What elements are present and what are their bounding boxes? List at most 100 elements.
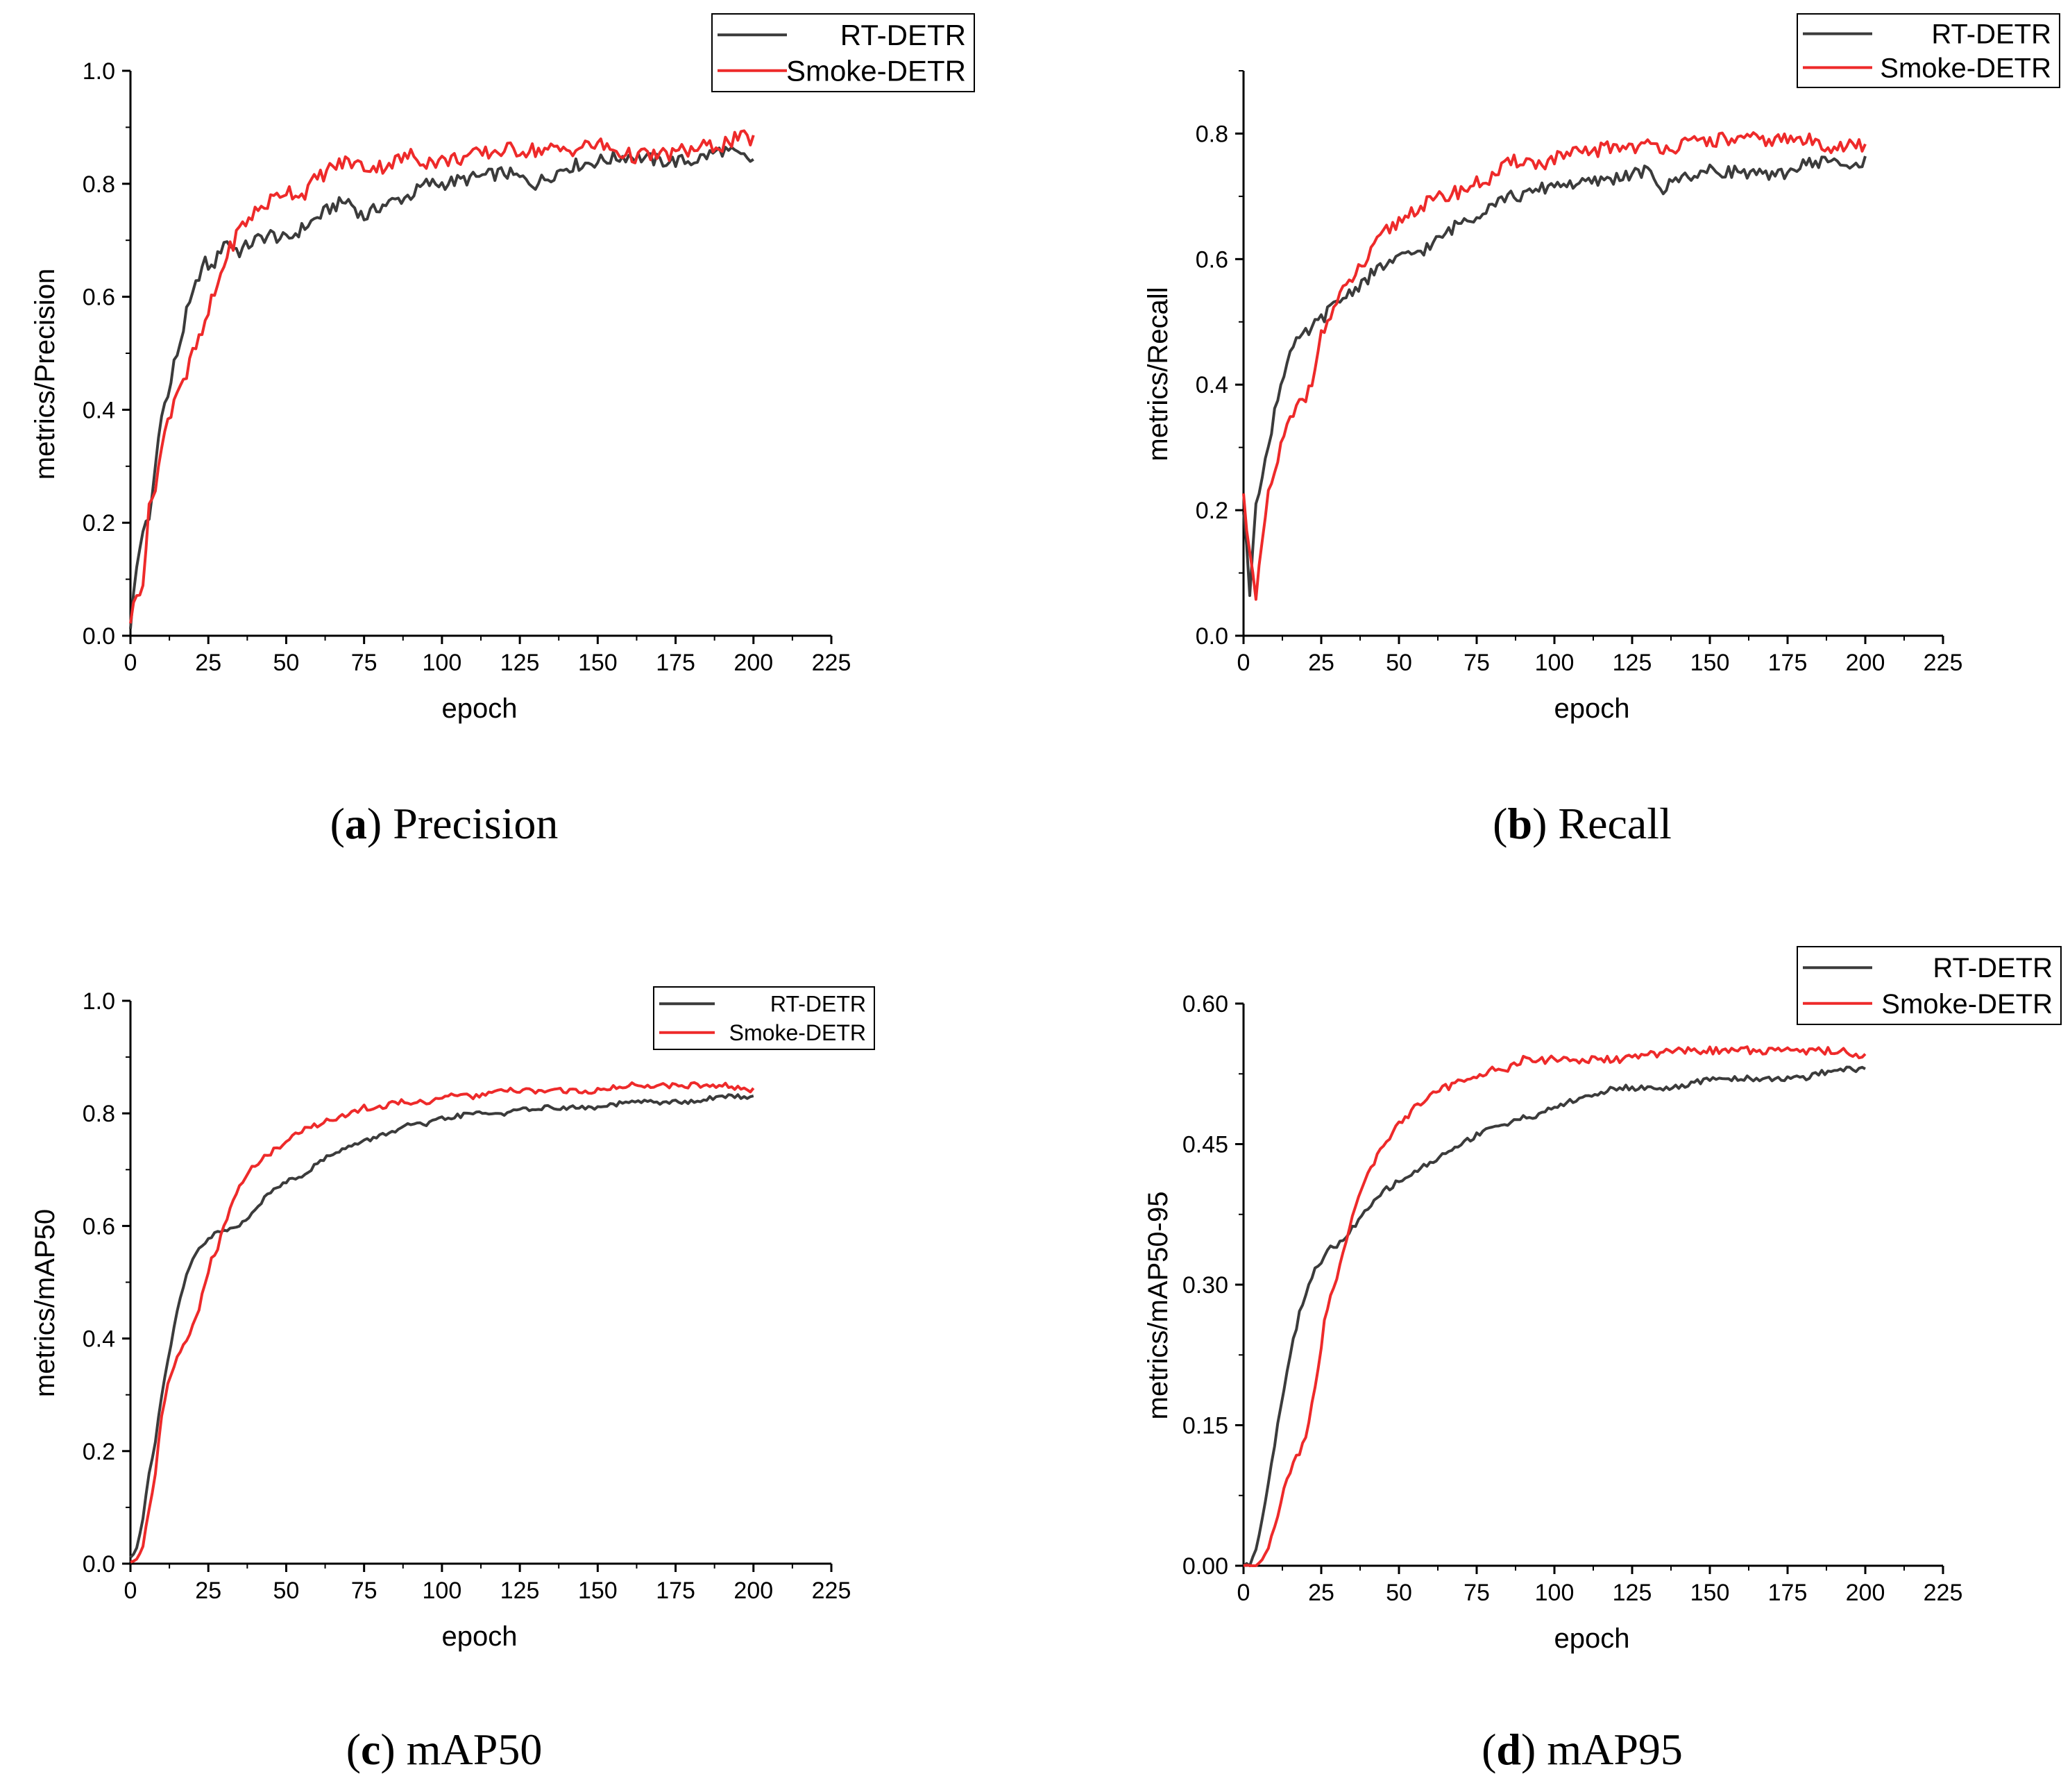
y-tick-label: 0.6 — [83, 285, 115, 311]
y-tick-label: 0.4 — [1196, 372, 1228, 398]
x-tick-label: 150 — [1690, 1580, 1730, 1606]
y-tick-label: 0.2 — [83, 510, 115, 536]
x-tick-label: 50 — [1386, 650, 1412, 676]
x-tick-label: 200 — [733, 650, 773, 676]
x-tick-label: 225 — [1924, 650, 1963, 676]
y-tick-label: 0.6 — [1196, 246, 1228, 273]
x-tick-label: 75 — [351, 650, 377, 676]
y-axis-label: metrics/mAP50-95 — [1143, 1192, 1173, 1420]
x-tick-label: 100 — [1535, 650, 1575, 676]
x-axis-label: epoch — [442, 1621, 518, 1652]
legend-label: RT-DETR — [840, 19, 966, 51]
x-tick-label: 50 — [273, 650, 300, 676]
x-tick-label: 125 — [500, 650, 540, 676]
series-line-smoke-detr — [130, 1081, 755, 1564]
legend: RT-DETR Smoke-DETR — [1797, 946, 2062, 1025]
x-tick-label: 0 — [124, 650, 137, 676]
x-tick-label: 175 — [656, 1578, 695, 1604]
y-tick-label: 0.15 — [1182, 1413, 1228, 1439]
y-tick-label: 1.0 — [83, 58, 115, 85]
y-tick-label: 0.00 — [1182, 1553, 1228, 1580]
x-tick-label: 0 — [1237, 650, 1250, 676]
x-tick-label: 75 — [1464, 650, 1490, 676]
legend-label: RT-DETR — [1931, 19, 2051, 50]
x-tick-label: 150 — [578, 650, 618, 676]
y-axis-label: metrics/Recall — [1143, 287, 1173, 461]
x-tick-label: 0 — [1237, 1580, 1250, 1606]
series-line-smoke-detr — [1242, 131, 1867, 601]
legend-label: RT-DETR — [1933, 953, 2053, 983]
y-tick-label: 0.4 — [83, 1326, 115, 1353]
y-tick-label: 0.4 — [83, 397, 115, 423]
x-tick-label: 50 — [273, 1578, 300, 1604]
x-tick-label: 225 — [812, 1578, 851, 1604]
x-tick-label: 50 — [1386, 1580, 1412, 1606]
series-line-smoke-detr — [129, 129, 755, 624]
y-tick-label: 0.8 — [1196, 121, 1228, 147]
series-line-smoke-detr — [1243, 1045, 1867, 1567]
x-axis-label: epoch — [1554, 693, 1630, 724]
x-tick-label: 100 — [423, 1578, 462, 1604]
legend-box — [653, 986, 875, 1050]
x-tick-label: 150 — [1690, 650, 1730, 676]
legend-label: RT-DETR — [770, 992, 866, 1017]
x-tick-label: 0 — [124, 1578, 137, 1604]
chart-panel-b: 0 25 50 75 100 125 150 175 200 225 0.0 0.2 0.4 0.6 0.8… — [1143, 13, 2060, 848]
legend-label: Smoke-DETR — [786, 54, 966, 87]
x-tick-label: 125 — [500, 1578, 540, 1604]
x-tick-label: 125 — [1613, 650, 1652, 676]
legend-box — [1797, 13, 2060, 88]
legend-label: Smoke-DETR — [729, 1020, 866, 1045]
y-tick-label: 0.8 — [83, 171, 115, 198]
y-tick-label: 0.60 — [1182, 991, 1228, 1017]
y-tick-label: 0.8 — [83, 1101, 115, 1127]
x-tick-label: 100 — [423, 650, 462, 676]
x-tick-label: 225 — [1924, 1580, 1963, 1606]
x-tick-label: 200 — [1846, 1580, 1885, 1606]
x-tick-label: 175 — [656, 650, 695, 676]
y-tick-label: 0.6 — [83, 1213, 115, 1240]
x-tick-label: 75 — [351, 1578, 377, 1604]
y-axis-label: metrics/mAP50 — [30, 1209, 60, 1397]
series-line-rt-detr — [129, 1093, 754, 1559]
legend: RT-DETR Smoke-DETR — [653, 986, 875, 1050]
y-tick-label: 0.0 — [1196, 623, 1228, 650]
legend-box — [1797, 946, 2062, 1025]
y-tick-label: 1.0 — [83, 988, 115, 1015]
chart-panel-d: 0 25 50 75 100 125 150 175 200 225 0.00 0.15 0.30 0.4… — [1143, 946, 2062, 1774]
y-tick-label: 0.45 — [1182, 1132, 1228, 1158]
y-tick-label: 0.2 — [1196, 498, 1228, 524]
panel-caption: (b) Recall — [1493, 799, 1672, 848]
x-tick-label: 100 — [1535, 1580, 1575, 1606]
x-axis-label: epoch — [442, 693, 518, 724]
legend-label: Smoke-DETR — [1880, 53, 2051, 83]
x-tick-label: 175 — [1768, 650, 1808, 676]
x-tick-label: 75 — [1464, 1580, 1490, 1606]
y-tick-label: 0.2 — [83, 1439, 115, 1465]
x-tick-label: 175 — [1768, 1580, 1808, 1606]
y-tick-label: 0.30 — [1182, 1272, 1228, 1299]
x-tick-label: 225 — [812, 650, 851, 676]
chart-panel-c: 0 25 50 75 100 125 150 175 200 225 0.0 0.2 0.4 0.6 0.8… — [30, 986, 875, 1774]
panel-caption: (a) Precision — [330, 799, 559, 848]
x-tick-label: 25 — [195, 650, 221, 676]
x-axis-label: epoch — [1554, 1623, 1630, 1654]
legend-box — [711, 13, 975, 92]
x-tick-label: 200 — [733, 1578, 773, 1604]
x-tick-label: 25 — [195, 1578, 221, 1604]
series-line-rt-detr — [1242, 155, 1867, 598]
y-tick-label: 0.0 — [83, 1551, 115, 1578]
x-tick-label: 25 — [1308, 650, 1334, 676]
legend-label: Smoke-DETR — [1881, 989, 2053, 1020]
chart-panel-a: 0 25 50 75 100 125 150 175 200 225 0.0 0.2 0.4 0.6 0.8… — [30, 13, 975, 848]
panel-caption: (d) mAP95 — [1482, 1725, 1683, 1774]
x-tick-label: 125 — [1613, 1580, 1652, 1606]
x-tick-label: 200 — [1846, 650, 1885, 676]
x-tick-label: 150 — [578, 1578, 618, 1604]
x-tick-label: 25 — [1308, 1580, 1334, 1606]
y-tick-label: 0.0 — [83, 623, 115, 650]
panel-caption: (c) mAP50 — [346, 1725, 543, 1774]
